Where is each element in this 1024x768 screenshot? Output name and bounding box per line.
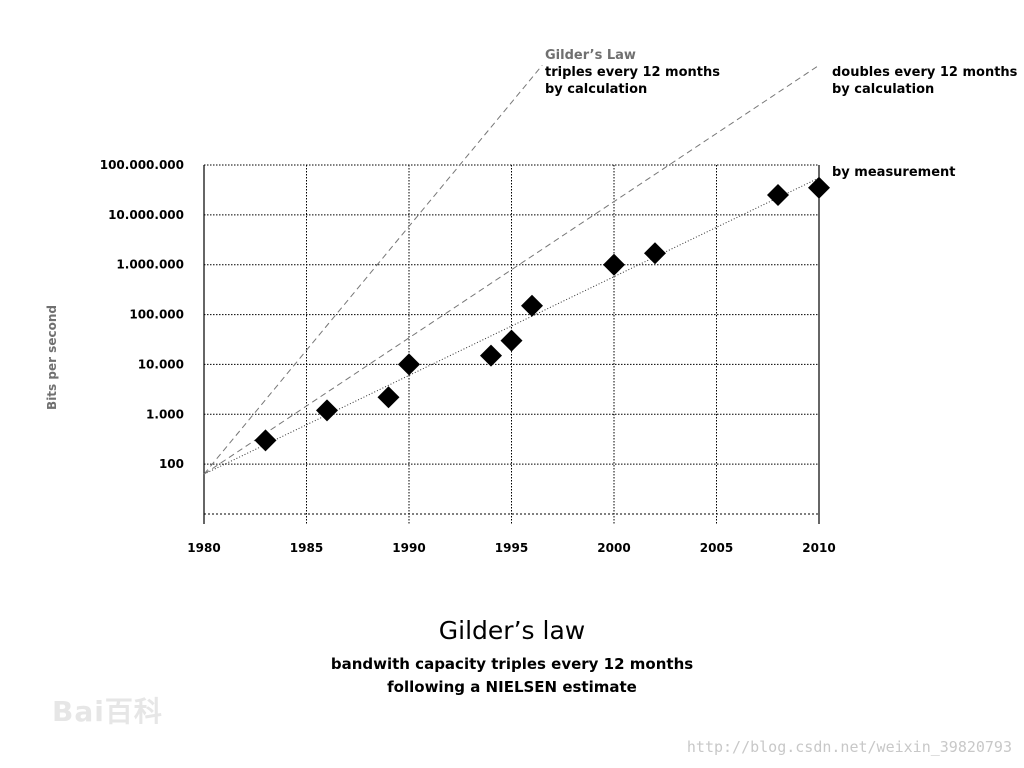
data-point-diamond	[644, 242, 666, 265]
y-tick-label: 10.000.000	[108, 208, 184, 222]
y-tick-label: 100	[159, 457, 184, 471]
y-tick-label: 10.000	[138, 357, 184, 371]
x-tick-label: 2005	[700, 541, 733, 555]
y-axis-label: Bits per second	[45, 305, 59, 410]
data-point-diamond	[603, 253, 625, 276]
y-tick-label: 100.000.000	[100, 158, 184, 172]
chart-title: Gilder’s law	[438, 616, 586, 645]
annotation-measure-line-1: by measurement	[832, 165, 956, 180]
data-point-diamond	[521, 294, 543, 317]
chart-subtitle-line-1: bandwith capacity triples every 12 month…	[330, 655, 694, 673]
annotation-gilder-line-2: triples every 12 months	[545, 65, 720, 80]
data-point-diamond	[316, 399, 338, 422]
annotation-doubles-line-1: doubles every 12 months	[832, 65, 1018, 80]
y-tick-label: 1.000	[146, 407, 184, 421]
y-tick-label: 100.000	[129, 308, 184, 322]
y-tick-label: 1.000.000	[116, 258, 184, 272]
data-point-diamond	[398, 353, 420, 376]
x-tick-label: 1995	[495, 541, 528, 555]
x-tick-label: 2000	[597, 541, 630, 555]
x-tick-label: 1980	[187, 541, 220, 555]
data-point-diamond	[500, 329, 523, 352]
data-point-diamond	[254, 429, 277, 452]
data-point-diamond	[377, 386, 400, 409]
url-watermark: http://blog.csdn.net/weixin_39820793	[686, 738, 1012, 756]
annotation-gilder-line-1: Gilder’s Law	[545, 48, 636, 63]
x-tick-label: 1985	[290, 541, 323, 555]
annotation-doubles-line-2: by calculation	[832, 82, 934, 97]
annotation-gilder-line-3: by calculation	[545, 82, 647, 97]
data-point-diamond	[808, 176, 830, 199]
x-tick-label: 2010	[802, 541, 835, 555]
data-point-diamond	[480, 344, 502, 367]
x-tick-label: 1990	[392, 541, 425, 555]
chart-subtitle-line-2: following a NIELSEN estimate	[387, 678, 637, 696]
baidu-watermark: Bai百科	[52, 695, 163, 728]
trend-line-gilders-law	[203, 64, 543, 475]
trend-line-doubles	[203, 64, 820, 475]
data-point-diamond	[767, 184, 789, 207]
